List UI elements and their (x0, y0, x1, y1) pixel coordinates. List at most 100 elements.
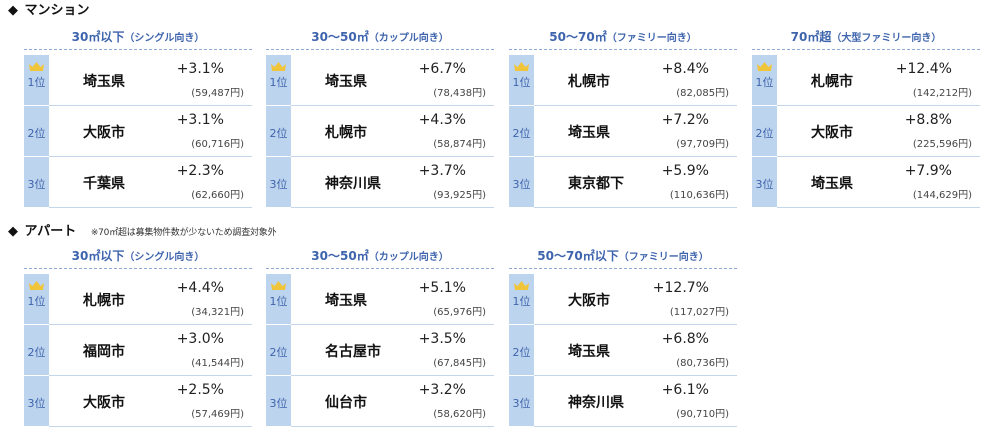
average-rent: (34,321円) (191, 307, 244, 318)
ranking-detail: 埼玉県 +7.9% (144,629円) (777, 157, 980, 208)
category-type-label: （カップル向き） (368, 252, 449, 263)
change-percent: +5.9% (661, 163, 709, 179)
category-type-label: （カップル向き） (368, 33, 449, 44)
change-percent: +3.5% (418, 331, 466, 347)
rank-cell: 3位 (509, 376, 534, 427)
section-title-apartment: ◆ アパート ※70㎡超は募集物件数が少ないため調査対象外 (8, 223, 277, 241)
ranking-row: 1位 埼玉県 +5.1% (65,976円) (266, 274, 494, 325)
rank-label: 2位 (27, 127, 46, 140)
average-rent: (57,469円) (191, 409, 244, 420)
rank-cell: 2位 (509, 325, 534, 376)
category-type-label: （大型ファミリー向き） (831, 33, 942, 44)
rank-label: 2位 (755, 127, 774, 140)
city-name: 東京都下 (568, 176, 624, 192)
ranking-panel: 70㎡超（大型ファミリー向き） 1位 札幌市 +12.4% (142,212円) 2位 大阪… (752, 28, 980, 208)
diamond-bullet-icon: ◆ (8, 3, 18, 18)
rank-cell: 2位 (509, 106, 534, 157)
rank-label: 2位 (512, 127, 531, 140)
rank-cell: 1位 (752, 55, 777, 106)
ranking-row: 2位 埼玉県 +6.8% (80,736円) (509, 325, 737, 376)
ranking-detail: 名古屋市 +3.5% (67,845円) (291, 325, 494, 376)
rank-label: 1位 (27, 76, 46, 89)
rank-cell: 3位 (24, 376, 49, 427)
crown-icon (757, 62, 772, 71)
category-type-label: （ファミリー向き） (618, 252, 709, 263)
average-rent: (78,438円) (433, 88, 486, 99)
change-percent: +12.4% (895, 61, 952, 77)
category-size-label: 70㎡超 (790, 30, 832, 44)
change-percent: +3.0% (176, 331, 224, 347)
city-name: 札幌市 (568, 74, 610, 90)
rank-label: 1位 (269, 76, 288, 89)
rank-cell: 3位 (266, 157, 291, 208)
ranking-panel: 30～50㎡（カップル向き） 1位 埼玉県 +6.7% (78,438円) 2位 札幌市 +4… (266, 28, 494, 208)
ranking-panel: 30㎡以下（シングル向き） 1位 埼玉県 +3.1% (59,487円) 2位 大阪市 +3.… (24, 28, 252, 208)
rank-cell: 2位 (266, 325, 291, 376)
average-rent: (58,874円) (433, 139, 486, 150)
section-title-label: マンション (24, 3, 90, 18)
city-name: 札幌市 (325, 125, 367, 141)
change-percent: +6.7% (418, 61, 466, 77)
category-header: 50～70㎡以下（ファミリー向き） (509, 247, 737, 269)
ranking-detail: 千葉県 +2.3% (62,660円) (49, 157, 252, 208)
rank-label: 3位 (269, 178, 288, 191)
category-header: 30～50㎡（カップル向き） (266, 28, 494, 50)
city-name: 埼玉県 (83, 74, 125, 90)
ranking-row: 2位 大阪市 +3.1% (60,716円) (24, 106, 252, 157)
change-percent: +7.9% (904, 163, 952, 179)
rank-label: 3位 (269, 397, 288, 410)
ranking-detail: 埼玉県 +6.8% (80,736円) (534, 325, 737, 376)
city-name: 札幌市 (83, 293, 125, 309)
average-rent: (62,660円) (191, 190, 244, 201)
category-size-label: 30～50㎡ (311, 30, 369, 44)
city-name: 埼玉県 (325, 293, 367, 309)
change-percent: +7.2% (661, 112, 709, 128)
category-size-label: 50～70㎡ (549, 30, 607, 44)
category-type-label: （シングル向き） (124, 252, 205, 263)
category-type-label: （シングル向き） (124, 33, 205, 44)
rank-label: 3位 (755, 178, 774, 191)
crown-icon (29, 281, 44, 290)
ranking-detail: 大阪市 +2.5% (57,469円) (49, 376, 252, 427)
average-rent: (67,845円) (433, 358, 486, 369)
city-name: 大阪市 (811, 125, 853, 141)
average-rent: (225,596円) (912, 139, 972, 150)
rank-cell: 2位 (24, 106, 49, 157)
average-rent: (142,212円) (912, 88, 972, 99)
section-note: ※70㎡超は募集物件数が少ないため調査対象外 (90, 228, 277, 238)
ranking-detail: 札幌市 +12.4% (142,212円) (777, 55, 980, 106)
category-header: 30～50㎡（カップル向き） (266, 247, 494, 269)
ranking-panel: 50～70㎡以下（ファミリー向き） 1位 大阪市 +12.7% (117,027円) 2位… (509, 247, 737, 427)
city-name: 千葉県 (83, 176, 125, 192)
ranking-row: 3位 千葉県 +2.3% (62,660円) (24, 157, 252, 208)
ranking-detail: 東京都下 +5.9% (110,636円) (534, 157, 737, 208)
city-name: 大阪市 (83, 395, 125, 411)
average-rent: (80,736円) (676, 358, 729, 369)
ranking-row: 2位 名古屋市 +3.5% (67,845円) (266, 325, 494, 376)
ranking-row: 3位 仙台市 +3.2% (58,620円) (266, 376, 494, 427)
ranking-detail: 札幌市 +4.4% (34,321円) (49, 274, 252, 325)
change-percent: +3.1% (176, 112, 224, 128)
ranking-detail: 札幌市 +4.3% (58,874円) (291, 106, 494, 157)
category-header: 30㎡以下（シングル向き） (24, 247, 252, 269)
city-name: 大阪市 (83, 125, 125, 141)
ranking-row: 2位 大阪市 +8.8% (225,596円) (752, 106, 980, 157)
city-name: 埼玉県 (811, 176, 853, 192)
category-size-label: 30～50㎡ (311, 249, 369, 263)
average-rent: (93,925円) (433, 190, 486, 201)
rank-label: 1位 (27, 295, 46, 308)
ranking-panel: 50～70㎡（ファミリー向き） 1位 札幌市 +8.4% (82,085円) 2位 埼玉県 +… (509, 28, 737, 208)
change-percent: +3.2% (418, 382, 466, 398)
rank-cell: 1位 (266, 55, 291, 106)
change-percent: +5.1% (418, 280, 466, 296)
average-rent: (90,710円) (676, 409, 729, 420)
city-name: 仙台市 (325, 395, 367, 411)
average-rent: (65,976円) (433, 307, 486, 318)
ranking-row: 3位 大阪市 +2.5% (57,469円) (24, 376, 252, 427)
ranking-detail: 大阪市 +3.1% (60,716円) (49, 106, 252, 157)
change-percent: +8.8% (904, 112, 952, 128)
category-header: 30㎡以下（シングル向き） (24, 28, 252, 50)
ranking-row: 1位 札幌市 +12.4% (142,212円) (752, 55, 980, 106)
change-percent: +2.5% (176, 382, 224, 398)
ranking-detail: 仙台市 +3.2% (58,620円) (291, 376, 494, 427)
